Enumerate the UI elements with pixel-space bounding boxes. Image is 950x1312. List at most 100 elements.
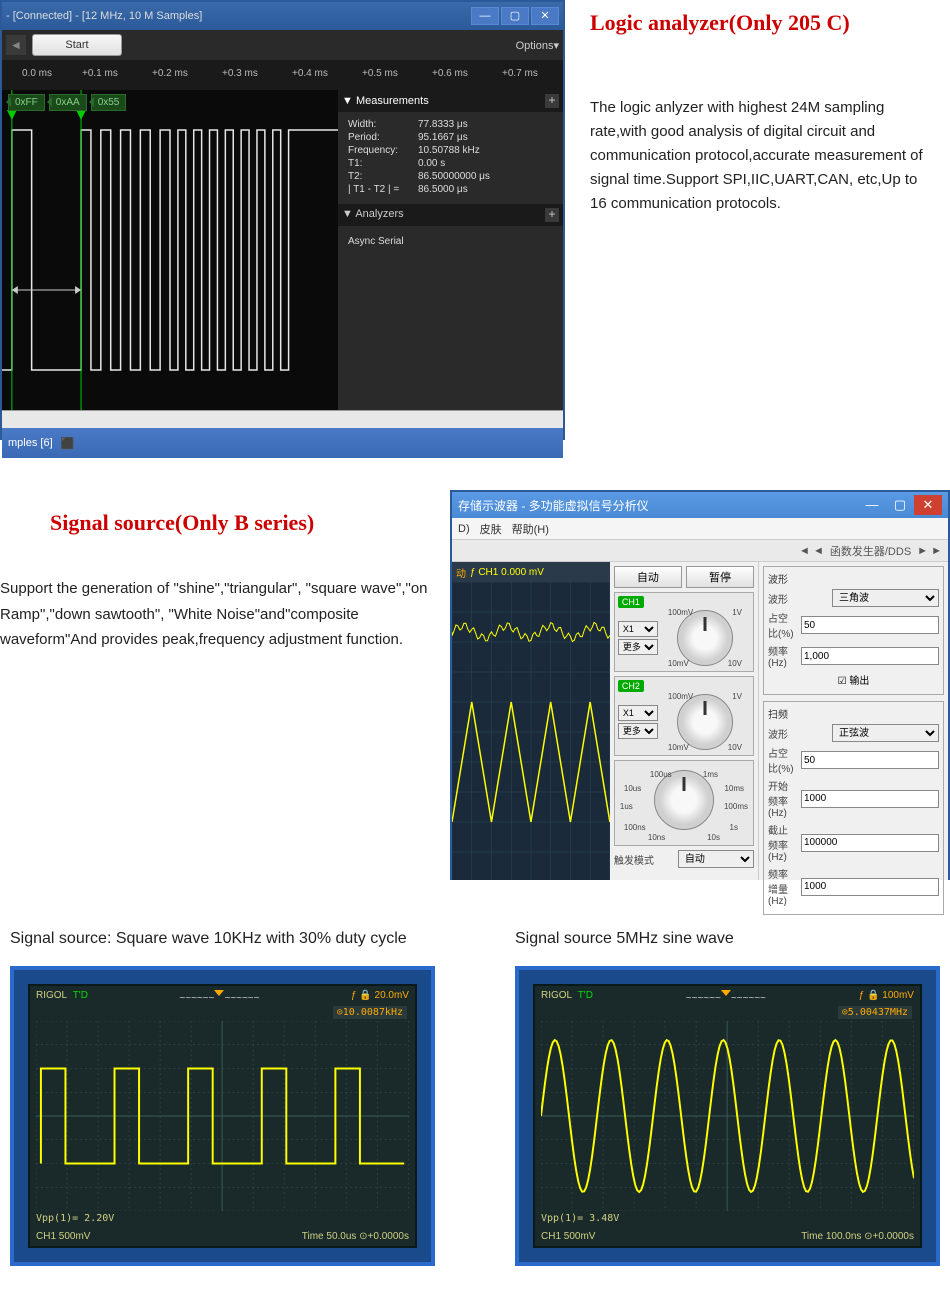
ch2-label[interactable]: CH2 (618, 680, 644, 692)
scope-waveform-svg (452, 582, 610, 880)
sine-wave-scope-photo: RIGOL T'D ~~~~~~~~~~~~ ƒ 🔒 100mV ⊙5.0043… (515, 966, 940, 1266)
sweep-duty-input[interactable] (801, 751, 939, 769)
measurement-row: T1:0.00 s (344, 157, 557, 170)
menu-item[interactable]: 帮助(H) (512, 521, 549, 537)
taskbar-item[interactable]: mples [6] (8, 437, 53, 449)
menubar: D) 皮肤 帮助(H) (452, 518, 948, 540)
square-wave-scope-photo: RIGOL T'D ~~~~~~~~~~~~ ƒ 🔒 20.0mV ⊙10.00… (10, 966, 435, 1266)
start-button[interactable]: Start (32, 34, 122, 56)
analyzer-item[interactable]: Async Serial (344, 232, 557, 251)
waveform-area[interactable]: 0xFF 0xAA 0x55 (2, 90, 338, 410)
close-button[interactable]: ✕ (914, 495, 942, 515)
scope-brand: RIGOL (541, 990, 572, 1001)
ch1-more-select[interactable]: 更多▾ (618, 639, 658, 655)
window-titlebar: - [Connected] - [12 MHz, 10 M Samples] —… (2, 2, 563, 30)
close-button[interactable]: ✕ (531, 7, 559, 25)
time-mark: 0.0 ms (22, 68, 52, 79)
waveform-select[interactable]: 三角波 (832, 589, 939, 607)
freq-input[interactable] (801, 647, 939, 665)
tab-bar: ◄ ◄ 函数发生器/DDS ► ► (452, 540, 948, 562)
scope-header: 动 ƒ CH1 0.000 mV (452, 562, 610, 582)
time-mark: +0.4 ms (292, 68, 328, 79)
section-title: Signal source(Only B series) (50, 510, 440, 536)
signal-source-window: 存储示波器 - 多功能虚拟信号分析仪 — ▢ ✕ D) 皮肤 帮助(H) ◄ ◄… (450, 490, 950, 880)
menu-item[interactable]: D) (458, 523, 470, 535)
measured-frequency: ⊙5.00437MHz (838, 1006, 912, 1019)
measurement-row: Width:77.8333 μs (344, 118, 557, 131)
logic-analyzer-window: - [Connected] - [12 MHz, 10 M Samples] —… (0, 0, 565, 440)
tab-dds[interactable]: 函数发生器/DDS (830, 543, 911, 559)
section-description: The logic anlyzer with highest 24M sampl… (590, 96, 935, 216)
time-mark: +0.5 ms (362, 68, 398, 79)
scope-brand: RIGOL (36, 990, 67, 1001)
channel-scale: CH1 500mV (36, 1231, 90, 1242)
pause-button[interactable]: 暂停 (686, 566, 754, 588)
measurement-row: | T1 - T2 | =86.5000 μs (344, 183, 557, 196)
time-ruler: 0.0 ms +0.1 ms +0.2 ms +0.3 ms +0.4 ms +… (2, 60, 563, 90)
minimize-button[interactable]: — (471, 7, 499, 25)
horizontal-scrollbar[interactable] (2, 410, 563, 428)
waveform-group-title: 波形 (768, 571, 939, 586)
time-mark: +0.3 ms (222, 68, 258, 79)
add-icon[interactable]: + (545, 208, 559, 222)
timebase-control: 100us 1ms 10us 10ms 1us 100ms 100ns 1s 1… (614, 760, 754, 846)
measurement-row: Frequency:10.50788 kHz (344, 144, 557, 157)
stop-freq-input[interactable] (801, 834, 939, 852)
trigger-mode-select[interactable]: 自动 (678, 850, 754, 868)
trigger-level: ƒ 🔒 20.0mV (351, 990, 409, 1004)
time-mark: +0.2 ms (152, 68, 188, 79)
measurements-header[interactable]: ▼ Measurements + (338, 90, 563, 112)
ch1-scale-select[interactable]: X1 (618, 621, 658, 637)
analyzers-header[interactable]: ▼ Analyzers + (338, 204, 563, 226)
step-freq-input[interactable] (801, 878, 939, 896)
add-icon[interactable]: + (545, 94, 559, 108)
ch2-scale-select[interactable]: X1 (618, 705, 658, 721)
trigger-icon (214, 990, 224, 1001)
channel-scale: CH1 500mV (541, 1231, 595, 1242)
back-button[interactable]: ◄ (6, 35, 26, 55)
maximize-button[interactable]: ▢ (501, 7, 529, 25)
timebase-readout: Time 100.0ns ⊙+0.0000s (801, 1231, 914, 1242)
logic-analyzer-section: - [Connected] - [12 MHz, 10 M Samples] —… (0, 0, 950, 440)
trigger-level: ƒ 🔒 100mV (859, 990, 914, 1004)
measurement-row: T2:86.50000000 μs (344, 170, 557, 183)
time-mark: +0.7 ms (502, 68, 538, 79)
sweep-waveform-select[interactable]: 正弦波 (832, 724, 939, 742)
section-title: Logic analyzer(Only 205 C) (590, 10, 935, 36)
channel1-control: CH1 X1 更多▾ 100mV 1V 10mV 10V (614, 592, 754, 672)
menu-item[interactable]: 皮肤 (480, 521, 502, 537)
minimize-button[interactable]: — (858, 495, 886, 515)
timebase-dial-icon[interactable] (654, 770, 714, 830)
channel2-control: CH2 X1 更多▾ 100mV 1V 10mV 10V (614, 676, 754, 756)
output-checkbox[interactable]: ☑ 输出 (838, 672, 870, 687)
square-wave-svg (36, 1021, 409, 1211)
vpp-readout: Vpp(1)= 3.48V (541, 1213, 619, 1224)
options-menu[interactable]: Options▾ (516, 39, 559, 52)
time-mark: +0.6 ms (432, 68, 468, 79)
scope-photos-section: Signal source: Square wave 10KHz with 30… (0, 930, 950, 1266)
trigger-icon (721, 990, 731, 1001)
voltage-dial-icon[interactable] (677, 694, 733, 750)
taskbar: mples [6] ⬛ (2, 428, 563, 458)
window-title: 存储示波器 - 多功能虚拟信号分析仪 (458, 497, 649, 514)
window-titlebar: 存储示波器 - 多功能虚拟信号分析仪 — ▢ ✕ (452, 492, 948, 518)
window-title: - [Connected] - [12 MHz, 10 M Samples] (6, 10, 471, 22)
waveform-svg (2, 90, 338, 410)
toolbar: ◄ Start Options▾ (2, 30, 563, 60)
data-tag: 0xFF (8, 94, 45, 111)
section-description: Support the generation of "shine","trian… (0, 576, 440, 653)
vpp-readout: Vpp(1)= 2.20V (36, 1213, 114, 1224)
controls-panel: 自动 暂停 CH1 X1 更多▾ 100mV 1V 1 (610, 562, 758, 880)
auto-button[interactable]: 自动 (614, 566, 682, 588)
measurements-panel: ▼ Measurements + Width:77.8333 μsPeriod:… (338, 90, 563, 410)
measured-frequency: ⊙10.0087kHz (333, 1006, 407, 1019)
ch2-more-select[interactable]: 更多▾ (618, 723, 658, 739)
data-tag: 0xAA (49, 94, 87, 111)
voltage-dial-icon[interactable] (677, 610, 733, 666)
duty-input[interactable] (801, 616, 939, 634)
sine-wave-caption: Signal source 5MHz sine wave (515, 930, 940, 948)
ch1-label[interactable]: CH1 (618, 596, 644, 608)
sweep-group-title: 扫频 (768, 706, 939, 721)
maximize-button[interactable]: ▢ (886, 495, 914, 515)
start-freq-input[interactable] (801, 790, 939, 808)
